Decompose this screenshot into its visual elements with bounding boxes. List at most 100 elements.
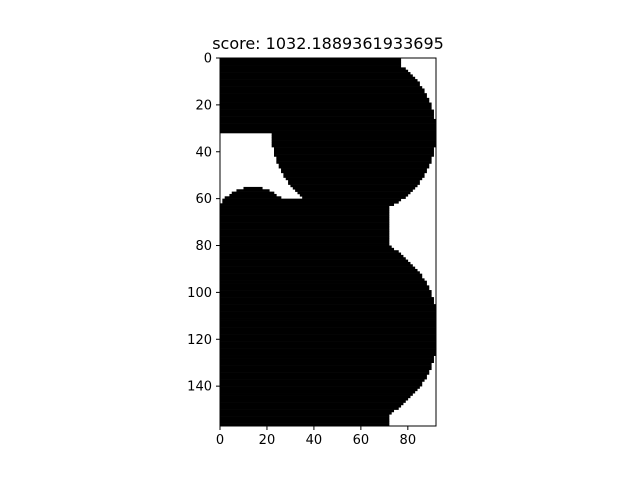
filled-pixel-run [220,332,436,335]
y-tick-label: 80 [195,239,212,254]
filled-pixel-run [220,238,390,242]
filled-pixel-run [220,311,436,314]
filled-pixel-run [220,275,423,279]
filled-pixel-run [220,336,436,340]
filled-pixel-run [220,367,432,371]
filled-pixel-run [220,381,423,385]
filled-pixel-run [220,343,436,347]
filled-pixel-run [220,123,436,127]
filled-pixel-run [220,252,402,256]
filled-pixel-run [220,411,392,415]
filled-pixel-run [220,210,390,214]
filled-pixel-run [220,306,436,310]
filled-pixel-run [220,245,392,249]
filled-pixel-run [278,165,430,169]
filled-pixel-run [288,182,420,185]
filled-pixel-run [220,97,430,101]
filled-pixel-run [220,395,411,399]
filled-pixel-run [283,172,425,176]
filled-pixel-run [274,147,434,150]
filled-pixel-run [220,247,395,251]
filled-pixel-run [220,62,402,66]
filled-pixel-run [220,290,432,293]
filled-pixel-run [220,358,434,361]
x-tick-label: 60 [353,433,370,448]
filled-pixel-run [220,320,436,324]
filled-pixel-run [220,285,430,289]
filled-pixel-run [220,72,411,75]
filled-pixel-run [274,154,434,157]
y-tick-label: 100 [187,286,212,301]
filled-pixel-run [220,118,436,122]
filled-pixel-run [220,278,425,281]
filled-pixel-run [276,161,432,164]
filled-pixel-run [220,350,436,354]
filled-pixel-run [220,58,402,61]
filled-pixel-run [220,212,390,216]
filled-pixel-run [220,90,425,94]
filled-pixel-run [220,259,409,263]
filled-pixel-run [220,402,404,406]
filled-pixel-run [220,107,432,110]
filled-pixel-run [220,268,418,272]
axes-frame [219,57,437,427]
filled-pixel-run [220,383,423,387]
x-tick-label: 40 [306,433,323,448]
x-tick-label: 80 [400,433,417,448]
filled-pixel-run [220,397,409,401]
filled-pixel-run [222,198,402,202]
filled-pixel-run [220,76,416,80]
y-tick-label: 20 [195,98,212,113]
filled-pixel-run [295,189,413,192]
filled-pixel-run [220,86,423,89]
filled-pixel-run [220,418,390,422]
filled-pixel-run [220,362,432,366]
filled-pixel-run [271,142,436,146]
filled-pixel-run [220,421,390,424]
filled-pixel-run [271,135,436,138]
binary-image [220,58,436,426]
filled-pixel-run [220,355,434,359]
filled-pixel-run [220,390,416,394]
filled-pixel-run [220,315,436,319]
filled-pixel-run [220,60,402,63]
filled-pixel-run [220,130,436,134]
filled-pixel-run [220,88,425,92]
filled-pixel-run [290,184,418,188]
filled-pixel-run [220,294,432,298]
y-tick-label: 60 [195,192,212,207]
filled-pixel-run [220,369,430,373]
filled-pixel-run [285,177,423,181]
filled-pixel-run [229,193,277,197]
filled-pixel-run [220,372,430,375]
filled-pixel-run [297,191,411,195]
filled-pixel-run [276,158,432,162]
filled-pixel-run [292,186,416,190]
filled-pixel-run [220,100,430,103]
filled-pixel-run [220,102,432,106]
filled-pixel-run [220,334,436,338]
x-tick-label: 0 [216,433,224,448]
filled-pixel-run [220,83,420,87]
filled-pixel-run [220,318,436,321]
filled-pixel-run [220,329,436,333]
filled-pixel-run [220,348,436,352]
filled-pixel-run [274,151,434,155]
y-tick-label: 120 [187,333,212,348]
filled-pixel-run [220,409,395,413]
y-tick-label: 140 [187,380,212,395]
filled-pixel-run [281,168,427,171]
filled-pixel-run [220,205,390,209]
filled-pixel-run [220,116,434,120]
filled-pixel-run [274,149,434,153]
filled-pixel-run [220,376,427,380]
filled-pixel-run [220,374,427,378]
filled-pixel-run [220,95,427,99]
filled-pixel-run [220,215,390,218]
filled-pixel-run [220,308,436,312]
filled-pixel-run [271,144,436,148]
filled-pixel-run [220,365,432,368]
filled-pixel-run [220,407,399,410]
filled-pixel-run [231,191,275,195]
